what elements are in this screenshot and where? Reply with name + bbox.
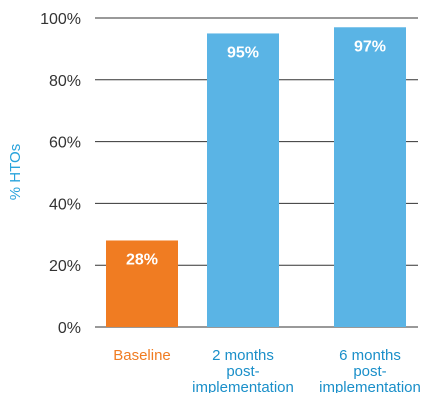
y-axis-label: % HTOs	[7, 144, 24, 200]
bar	[207, 33, 279, 327]
y-tick-label: 100%	[40, 11, 81, 28]
y-tick-label: 20%	[49, 258, 81, 275]
category-label: post-	[353, 363, 386, 380]
bar-value-label: 28%	[126, 251, 158, 268]
bar-value-label: 95%	[227, 44, 259, 61]
bar-value-label: 97%	[354, 38, 386, 55]
bar	[106, 240, 178, 327]
category-label: 2 months	[212, 347, 274, 364]
y-tick-label: 40%	[49, 196, 81, 213]
category-label: Baseline	[113, 347, 171, 364]
category-label: implementation	[319, 379, 421, 393]
y-tick-label: 80%	[49, 73, 81, 90]
y-tick-label: 60%	[49, 135, 81, 152]
category-label: implementation	[192, 379, 294, 393]
y-tick-label: 0%	[58, 320, 81, 337]
category-label: 6 months	[339, 347, 401, 364]
category-label: post-	[226, 363, 259, 380]
bar	[334, 27, 406, 328]
